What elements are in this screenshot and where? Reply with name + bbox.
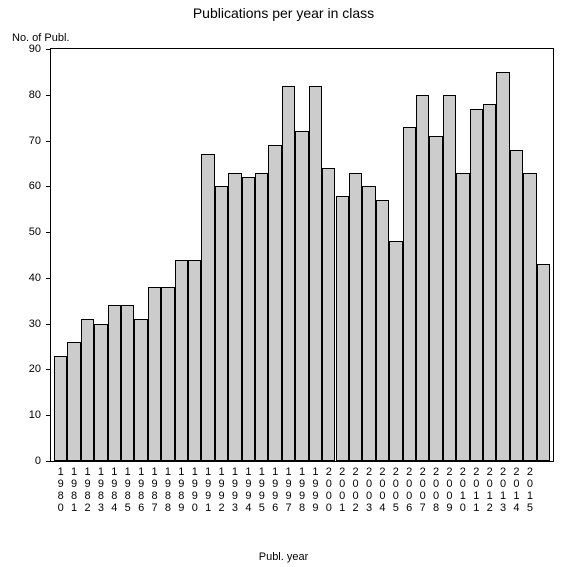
bar: [108, 305, 121, 461]
x-tick-label: 2001: [337, 467, 348, 515]
bar: [228, 173, 241, 461]
x-tick-label: 1997: [283, 467, 294, 515]
y-tick-mark: [46, 369, 51, 370]
bar: [510, 150, 523, 461]
chart-title: Publications per year in class: [0, 5, 567, 21]
bar: [496, 72, 509, 461]
y-tick-mark: [46, 415, 51, 416]
bar: [121, 305, 134, 461]
x-tick-label: 2014: [511, 467, 522, 515]
y-tick-mark: [46, 95, 51, 96]
bar: [161, 287, 174, 461]
x-tick-label: 1992: [216, 467, 227, 515]
bar: [336, 196, 349, 462]
y-tick-label: 40: [29, 272, 41, 284]
bar: [215, 186, 228, 461]
x-tick-label: 1999: [310, 467, 321, 515]
bar: [322, 168, 335, 461]
x-tick-label: 1991: [203, 467, 214, 515]
x-tick-label: 1996: [270, 467, 281, 515]
x-tick-label: 2007: [417, 467, 428, 515]
y-tick-label: 90: [29, 43, 41, 55]
bar: [175, 260, 188, 461]
bar: [94, 324, 107, 461]
x-tick-label: 1981: [69, 467, 80, 515]
bar: [67, 342, 80, 461]
x-tick-label: 2013: [498, 467, 509, 515]
bar: [188, 260, 201, 461]
bar: [389, 241, 402, 461]
y-tick-mark: [46, 49, 51, 50]
x-tick-label: 2002: [350, 467, 361, 515]
y-tick-label: 10: [29, 409, 41, 421]
x-tick-label: 2011: [471, 467, 482, 515]
x-tick-label: 2015: [524, 467, 535, 515]
y-tick-mark: [46, 141, 51, 142]
bar: [456, 173, 469, 461]
bar: [470, 109, 483, 461]
bar: [416, 95, 429, 461]
bar: [242, 177, 255, 461]
bar: [523, 173, 536, 461]
bar: [403, 127, 416, 461]
x-tick-label: 1983: [95, 467, 106, 515]
bar: [255, 173, 268, 461]
y-tick-mark: [46, 186, 51, 187]
bar: [148, 287, 161, 461]
x-tick-label: 1982: [82, 467, 93, 515]
chart-container: Publications per year in class No. of Pu…: [0, 0, 567, 567]
x-tick-label: 1988: [162, 467, 173, 515]
bar: [201, 154, 214, 461]
bar: [282, 86, 295, 461]
x-tick-label: 2004: [377, 467, 388, 515]
x-tick-label: 1986: [136, 467, 147, 515]
y-tick-label: 60: [29, 180, 41, 192]
x-axis-title: Publ. year: [0, 551, 567, 563]
bar: [376, 200, 389, 461]
y-tick-mark: [46, 232, 51, 233]
bar: [134, 319, 147, 461]
y-tick-mark: [46, 461, 51, 462]
x-tick-label: 2012: [484, 467, 495, 515]
x-tick-label: 1990: [189, 467, 200, 515]
x-tick-label: 2003: [364, 467, 375, 515]
y-tick-mark: [46, 324, 51, 325]
x-tick-label: 1984: [109, 467, 120, 515]
x-tick-label: 2000: [323, 467, 334, 515]
y-tick-label: 30: [29, 318, 41, 330]
bar: [443, 95, 456, 461]
x-tick-label: 1985: [122, 467, 133, 515]
x-tick-label: 2010: [457, 467, 468, 515]
bar: [429, 136, 442, 461]
x-tick-label: 2006: [404, 467, 415, 515]
x-tick-label: 1993: [229, 467, 240, 515]
y-tick-label: 50: [29, 226, 41, 238]
x-tick-label: 1980: [55, 467, 66, 515]
y-tick-label: 0: [35, 455, 41, 467]
x-tick-label: 1989: [176, 467, 187, 515]
x-tick-label: 1987: [149, 467, 160, 515]
y-tick-mark: [46, 278, 51, 279]
x-tick-label: 1995: [256, 467, 267, 515]
y-tick-label: 20: [29, 363, 41, 375]
x-tick-label: 1998: [297, 467, 308, 515]
bar: [54, 356, 67, 461]
bar: [483, 104, 496, 461]
bar: [349, 173, 362, 461]
bar: [81, 319, 94, 461]
y-tick-label: 70: [29, 135, 41, 147]
x-tick-label: 2009: [444, 467, 455, 515]
bar: [268, 145, 281, 461]
x-tick-label: 2008: [431, 467, 442, 515]
x-tick-label: 2005: [390, 467, 401, 515]
y-tick-label: 80: [29, 89, 41, 101]
bar: [537, 264, 550, 461]
plot-area: 0102030405060708090198019811982198319841…: [50, 48, 554, 462]
bar: [362, 186, 375, 461]
bar: [309, 86, 322, 461]
x-tick-label: 1994: [243, 467, 254, 515]
bar: [295, 131, 308, 461]
